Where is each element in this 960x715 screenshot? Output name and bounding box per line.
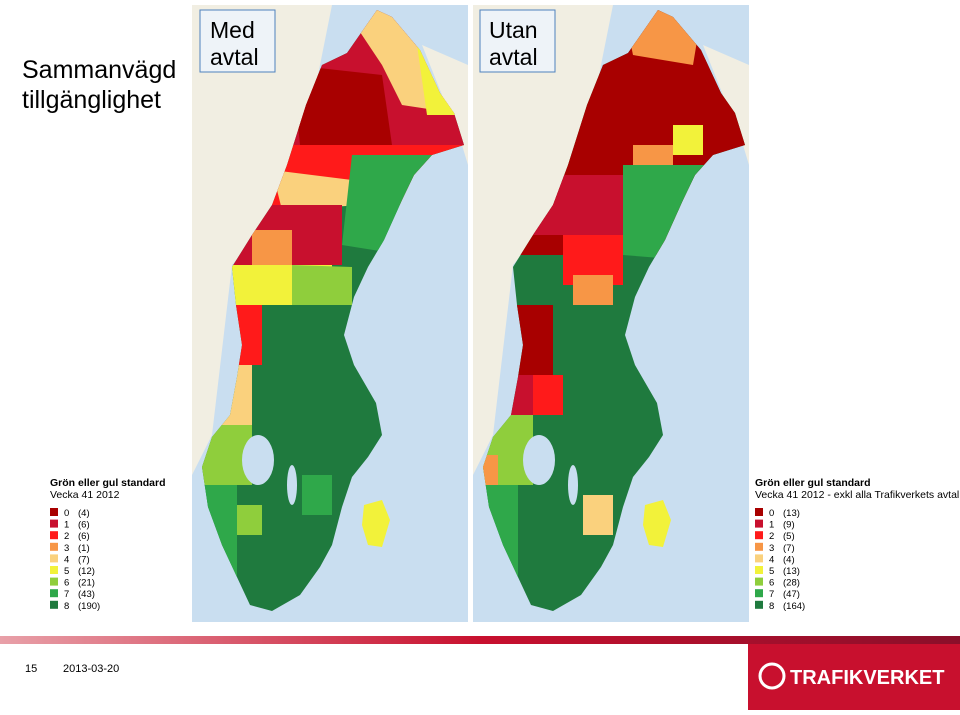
legend-count: (7) (78, 554, 90, 565)
legend-swatch (50, 519, 58, 528)
legend-class: 8 (769, 601, 774, 612)
legend-count: (6) (78, 520, 90, 531)
legend-count: (47) (783, 589, 800, 600)
legend-swatch (50, 531, 58, 540)
legend-subtitle: Vecka 41 2012 - exkl alla Trafikverkets … (755, 489, 959, 501)
legend-swatch (755, 519, 763, 528)
legend-swatch (755, 600, 763, 609)
legend-subtitle: Vecka 41 2012 (50, 489, 120, 501)
map-med-avtal (192, 5, 468, 622)
legend-count: (12) (78, 566, 95, 577)
legend-count: (4) (783, 554, 795, 565)
map-label: avtal (210, 44, 259, 70)
logo-text: TRAFIKVERKET (790, 667, 944, 689)
legend-class: 0 (64, 508, 69, 519)
footer-band (0, 636, 960, 644)
legend-swatch (50, 589, 58, 598)
legend-class: 7 (769, 589, 774, 600)
legend-class: 4 (64, 554, 69, 565)
legend-swatch (50, 542, 58, 551)
legend-swatch (50, 554, 58, 563)
map-label-box (479, 9, 556, 73)
legend-swatch (755, 542, 763, 551)
legend-swatch (50, 508, 58, 516)
legend-count: (5) (783, 531, 795, 542)
legend-swatch (755, 589, 763, 598)
legend-count: (13) (783, 508, 800, 519)
legend-title: Grön eller gul standard (50, 477, 166, 489)
legend-swatch (755, 577, 763, 586)
legend-class: 5 (769, 566, 774, 577)
date: 2013-03-20 (63, 663, 119, 675)
map-utan-avtal (473, 5, 749, 622)
legend-class: 6 (64, 578, 69, 589)
legend-class: 2 (64, 531, 69, 542)
legend-class: 3 (64, 543, 69, 554)
legend-swatch (755, 554, 763, 563)
logo-icon (758, 662, 786, 690)
legend-class: 2 (769, 531, 774, 542)
legend-class: 6 (769, 578, 774, 589)
legend-count: (9) (783, 520, 795, 531)
legend-class: 5 (64, 566, 69, 577)
legend-swatch (50, 600, 58, 609)
legend-count: (13) (783, 566, 800, 577)
legend-count: (6) (78, 531, 90, 542)
legend-swatch (755, 531, 763, 540)
legend-count: (190) (78, 601, 100, 612)
legend-count: (28) (783, 578, 800, 589)
legend-count: (43) (78, 589, 95, 600)
page-number: 15 (25, 663, 37, 675)
legend-swatch (50, 577, 58, 586)
legend-count: (164) (783, 601, 805, 612)
legend-swatch (755, 566, 763, 574)
legend-class: 8 (64, 601, 69, 612)
map-label: avtal (489, 44, 538, 70)
legend-class: 0 (769, 508, 774, 519)
legend-class: 7 (64, 589, 69, 600)
legend-count: (1) (78, 543, 90, 554)
title-line: tillgänglighet (22, 86, 161, 114)
legend-swatch (50, 566, 58, 574)
title-line: Sammanvägd (22, 56, 176, 84)
legend-class: 3 (769, 543, 774, 554)
legend-count: (4) (78, 508, 90, 519)
legend-class: 4 (769, 554, 774, 565)
legend-class: 1 (64, 520, 69, 531)
map-label: Utan (489, 17, 538, 43)
legend-count: (21) (78, 578, 95, 589)
legend-count: (7) (783, 543, 795, 554)
map-label-box (199, 9, 276, 73)
legend-class: 1 (769, 520, 774, 531)
legend-swatch (755, 508, 763, 516)
legend-title: Grön eller gul standard (755, 477, 871, 489)
map-label: Med (210, 17, 255, 43)
